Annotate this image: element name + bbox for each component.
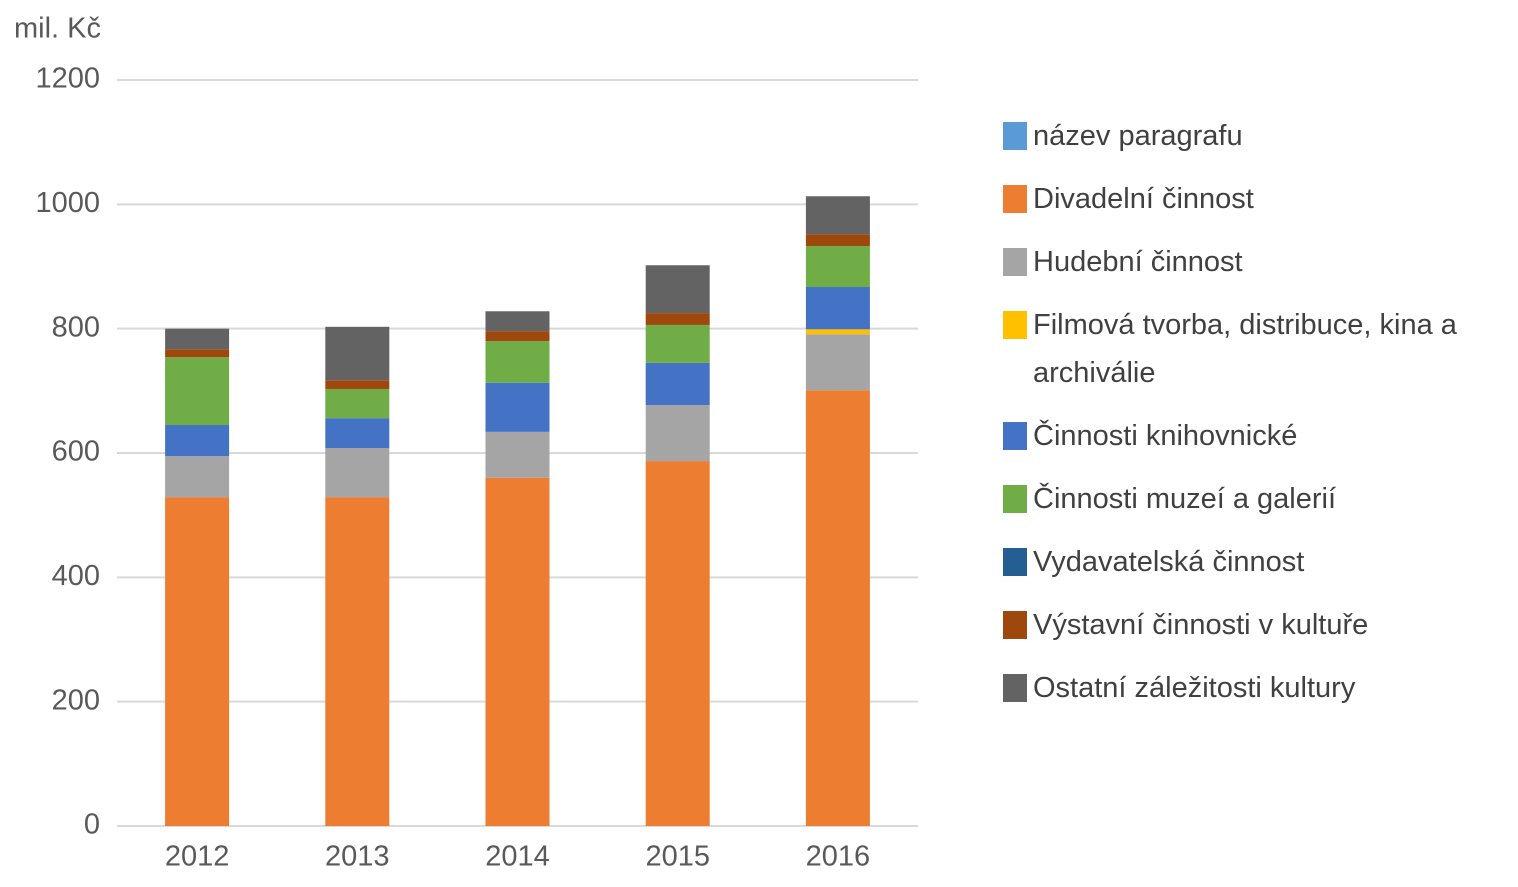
bar-segment — [165, 497, 230, 826]
bar-segment — [645, 265, 710, 314]
bar-segment — [165, 357, 230, 426]
bar-segment — [805, 329, 870, 335]
bar-segment — [805, 334, 870, 391]
legend-item: Činnosti muzeí a galerií — [1003, 475, 1518, 523]
legend-swatch — [1003, 485, 1027, 513]
legend: název paragrafu Divadelní činnost Hudební … — [1003, 112, 1518, 727]
legend-item: Vydavatelská činnost — [1003, 538, 1518, 586]
bar-segment — [325, 380, 390, 389]
bar-segment — [805, 245, 870, 288]
legend-swatch — [1003, 548, 1027, 576]
legend-label: Vydavatelská činnost — [1033, 546, 1305, 578]
bar-segment — [485, 311, 550, 332]
y-tick-label: 800 — [52, 311, 100, 343]
bar-segment — [805, 287, 870, 330]
bar-segment — [645, 362, 710, 406]
y-tick-label: 0 — [84, 809, 100, 841]
legend-label: Činnosti knihovnické — [1033, 420, 1298, 452]
chart: mil. Kč 0 200 400 600 800 1000 1200 2012 2013 201… — [14, 13, 918, 873]
bar-segment — [645, 461, 710, 826]
bar-segment — [325, 497, 390, 826]
legend-label: Filmová tvorba, distribuce, kina a archi… — [1033, 309, 1457, 389]
legend-item: Hudební činnost — [1003, 238, 1518, 286]
bar-segment — [165, 328, 230, 350]
x-tick-label: 2014 — [485, 841, 550, 873]
bar-segment — [805, 390, 870, 826]
bar-segment — [805, 196, 870, 235]
x-tick-label: 2012 — [165, 841, 230, 873]
bar-segment — [485, 341, 550, 383]
legend-swatch — [1003, 122, 1027, 150]
y-axis-title: mil. Kč — [14, 13, 101, 45]
y-tick-label: 600 — [52, 436, 100, 468]
y-tick-label: 1200 — [35, 63, 100, 95]
bar-segment — [645, 313, 710, 325]
legend-label: Ostatní záležitosti kultury — [1033, 672, 1356, 704]
legend-swatch — [1003, 311, 1027, 339]
y-tick-label: 1000 — [35, 187, 100, 219]
bar-segment — [165, 425, 230, 457]
bar-segment — [325, 388, 390, 419]
bar-segment — [165, 349, 230, 358]
legend-swatch — [1003, 611, 1027, 639]
legend-item: Filmová tvorba, distribuce, kina a archi… — [1003, 301, 1518, 397]
x-tick-label: 2013 — [325, 841, 390, 873]
bar-segment — [645, 324, 710, 363]
legend-swatch — [1003, 185, 1027, 213]
legend-swatch — [1003, 248, 1027, 276]
legend-label: Divadelní činnost — [1033, 183, 1254, 215]
legend-label: název paragrafu — [1033, 120, 1243, 152]
bar-segment — [325, 326, 390, 381]
legend-item: název paragrafu — [1003, 112, 1518, 160]
legend-item: Výstavní činnosti v kultuře — [1003, 601, 1518, 649]
legend-label: Výstavní činnosti v kultuře — [1033, 609, 1369, 641]
legend-item: Činnosti knihovnické — [1003, 412, 1518, 460]
legend-item: Ostatní záležitosti kultury — [1003, 664, 1518, 712]
bar-segment — [485, 477, 550, 826]
legend-swatch — [1003, 422, 1027, 450]
bar-segment — [485, 331, 550, 342]
legend-item: Divadelní činnost — [1003, 175, 1518, 223]
bar-segment — [325, 418, 390, 449]
bar-segment — [485, 382, 550, 432]
bar-segment — [165, 456, 230, 498]
legend-label: Hudební činnost — [1033, 246, 1243, 278]
legend-swatch — [1003, 674, 1027, 702]
x-tick-label: 2016 — [806, 841, 871, 873]
y-tick-label: 400 — [52, 560, 100, 592]
x-tick-label: 2015 — [645, 841, 710, 873]
bar-segment — [805, 234, 870, 246]
bar-segment — [325, 448, 390, 498]
y-tick-label: 200 — [52, 684, 100, 716]
legend-label: Činnosti muzeí a galerií — [1033, 483, 1337, 515]
bar-segment — [645, 405, 710, 462]
bar-segment — [485, 431, 550, 478]
